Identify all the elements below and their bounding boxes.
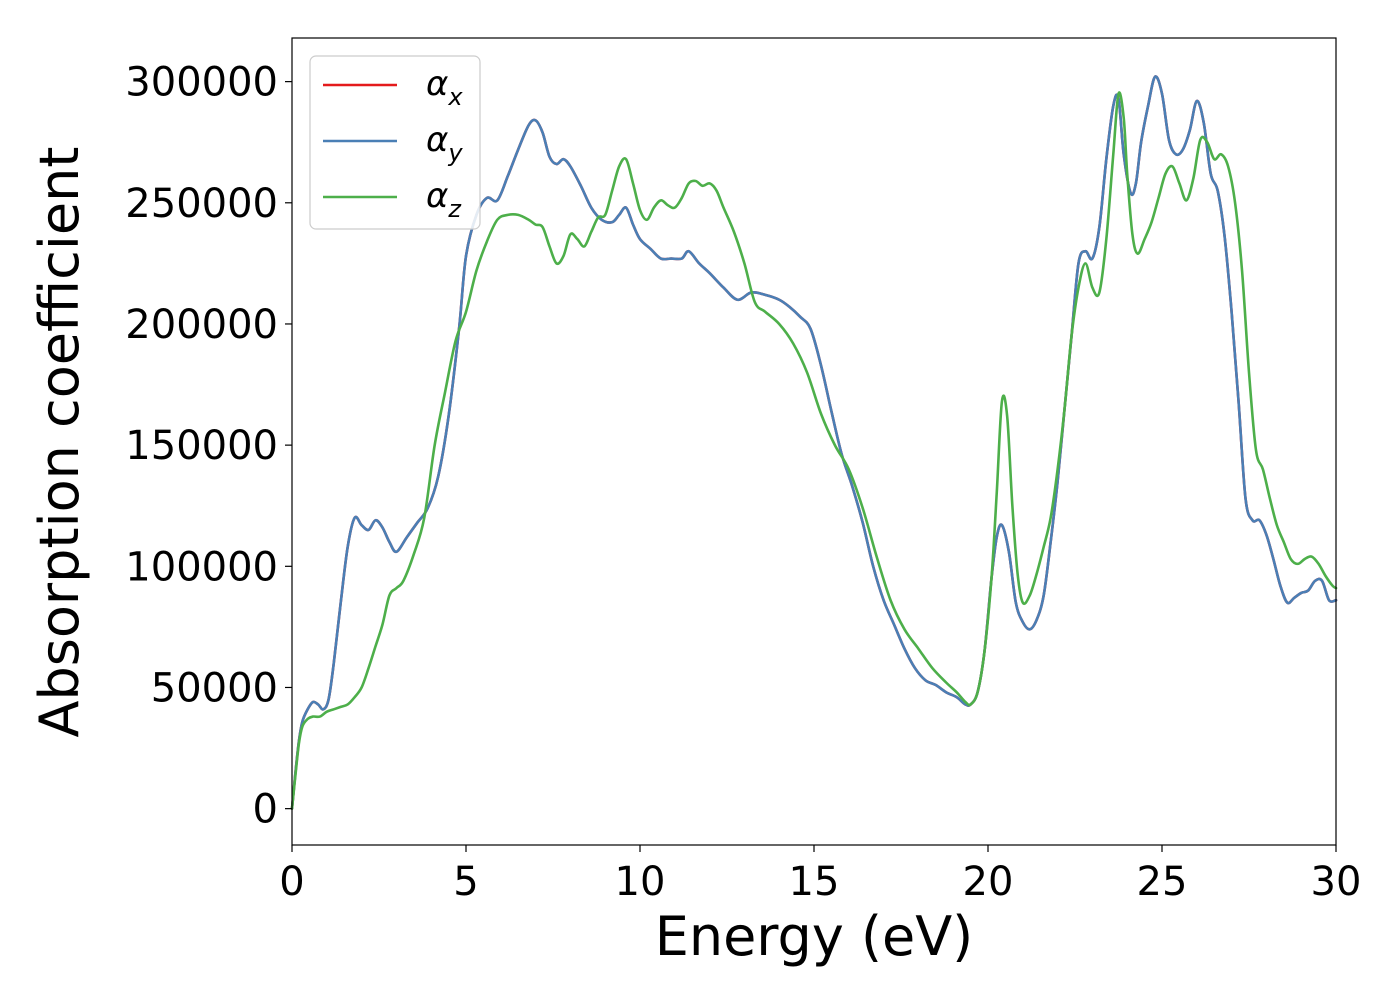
- y-axis-ticks: 0 50000 100000 150000 200000 250000 300000: [125, 60, 292, 833]
- legend-label-x: αx: [426, 64, 463, 111]
- x-axis-label: Energy (eV): [655, 905, 974, 968]
- x-tick-label: 25: [1137, 859, 1188, 905]
- legend-frame: [309, 55, 481, 230]
- y-tick-label: 100000: [125, 544, 278, 590]
- legend: αx αy αz: [309, 55, 481, 230]
- x-tick-label: 15: [789, 859, 840, 905]
- y-tick-label: 50000: [151, 665, 278, 711]
- y-tick-label: 150000: [125, 423, 278, 469]
- y-axis-label: Absorption coefficient: [28, 147, 91, 738]
- y-tick-label: 200000: [125, 302, 278, 348]
- series-layer: [290, 75, 1338, 810]
- x-tick-label: 10: [615, 859, 666, 905]
- x-tick-label: 30: [1311, 859, 1362, 905]
- legend-label-y: αy: [426, 120, 463, 167]
- series-line-y: [290, 75, 1338, 810]
- y-tick-label: 300000: [125, 60, 278, 106]
- y-tick-label: 0: [253, 787, 278, 833]
- series-line-z: [290, 91, 1338, 810]
- x-axis-ticks: 0 5 10 15 20 25 30: [279, 845, 1361, 905]
- legend-items: αx αy αz: [323, 64, 463, 223]
- legend-label-z: αz: [426, 176, 462, 223]
- x-tick-label: 0: [279, 859, 304, 905]
- x-tick-label: 5: [453, 859, 478, 905]
- x-tick-label: 20: [963, 859, 1014, 905]
- y-tick-label: 250000: [125, 181, 278, 227]
